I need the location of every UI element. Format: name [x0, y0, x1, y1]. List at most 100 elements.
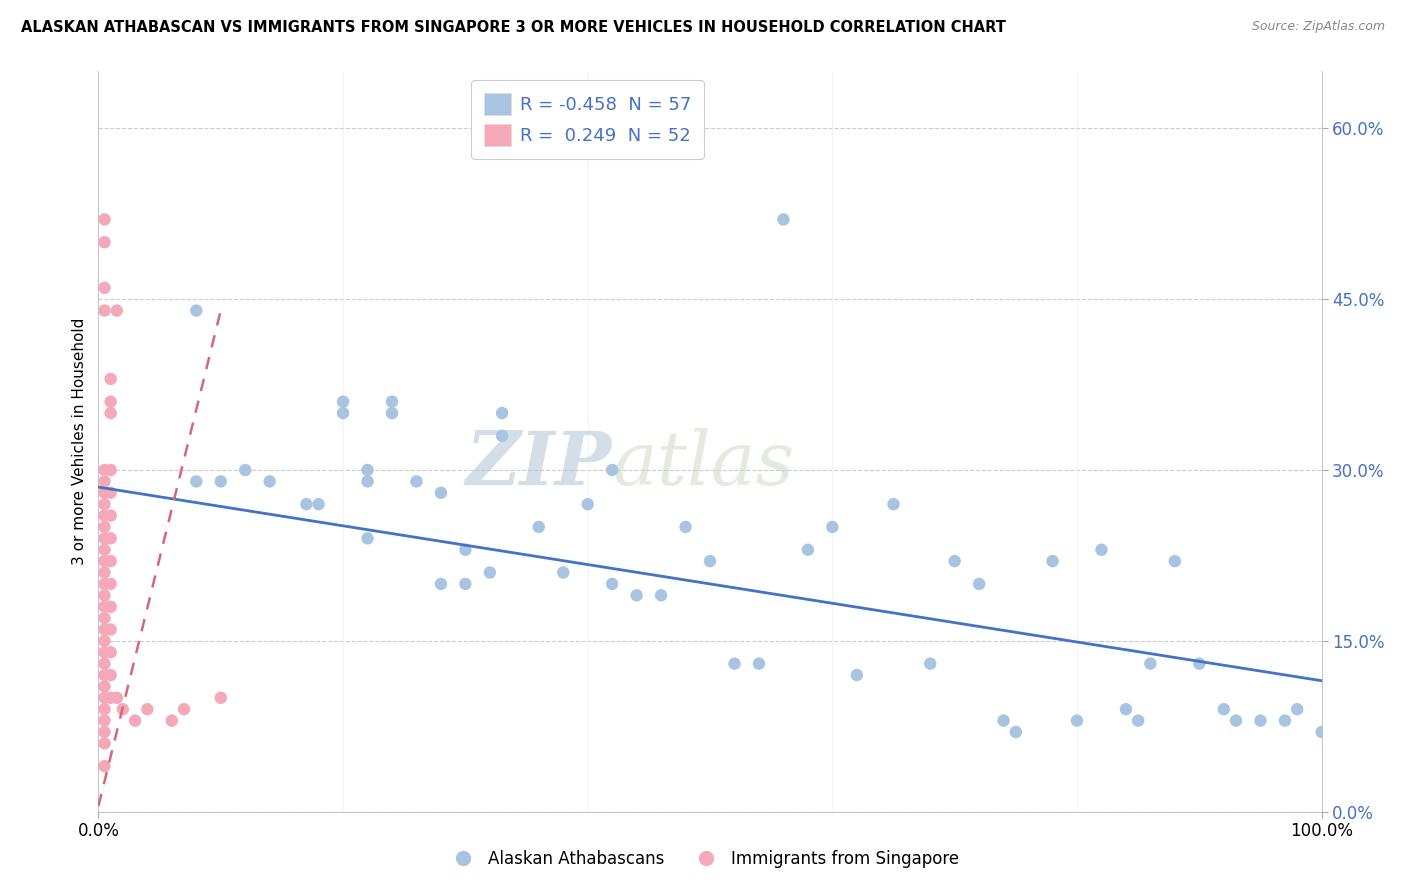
- Point: [136, 702, 159, 716]
- Point: [723, 657, 745, 671]
- Y-axis label: 3 or more Vehicles in Household: 3 or more Vehicles in Household: [72, 318, 87, 566]
- Point: [93, 475, 115, 489]
- Legend: R = -0.458  N = 57, R =  0.249  N = 52: R = -0.458 N = 57, R = 0.249 N = 52: [471, 80, 704, 159]
- Point: [93, 702, 115, 716]
- Point: [883, 497, 905, 511]
- Point: [600, 577, 623, 591]
- Point: [93, 463, 115, 477]
- Point: [332, 406, 354, 420]
- Point: [1310, 725, 1333, 739]
- Point: [93, 633, 115, 648]
- Legend: Alaskan Athabascans, Immigrants from Singapore: Alaskan Athabascans, Immigrants from Sin…: [440, 844, 966, 875]
- Point: [93, 736, 115, 750]
- Point: [1212, 702, 1234, 716]
- Point: [772, 212, 794, 227]
- Point: [186, 303, 208, 318]
- Point: [332, 394, 354, 409]
- Point: [100, 623, 122, 637]
- Text: ALASKAN ATHABASCAN VS IMMIGRANTS FROM SINGAPORE 3 OR MORE VEHICLES IN HOUSEHOLD : ALASKAN ATHABASCAN VS IMMIGRANTS FROM SI…: [21, 20, 1005, 35]
- Point: [650, 588, 672, 602]
- Point: [100, 690, 122, 705]
- Point: [259, 475, 281, 489]
- Point: [1286, 702, 1309, 716]
- Point: [100, 668, 122, 682]
- Point: [821, 520, 844, 534]
- Point: [93, 566, 115, 580]
- Point: [93, 577, 115, 591]
- Point: [993, 714, 1015, 728]
- Point: [93, 303, 115, 318]
- Point: [111, 702, 134, 716]
- Point: [576, 497, 599, 511]
- Point: [100, 394, 122, 409]
- Point: [1128, 714, 1150, 728]
- Point: [748, 657, 770, 671]
- Point: [93, 657, 115, 671]
- Point: [430, 577, 453, 591]
- Point: [699, 554, 721, 568]
- Point: [430, 485, 453, 500]
- Point: [93, 588, 115, 602]
- Point: [1139, 657, 1161, 671]
- Point: [209, 475, 232, 489]
- Point: [93, 508, 115, 523]
- Text: ZIP: ZIP: [465, 427, 612, 500]
- Point: [186, 475, 208, 489]
- Point: [1090, 542, 1112, 557]
- Point: [1249, 714, 1271, 728]
- Point: [93, 497, 115, 511]
- Point: [100, 372, 122, 386]
- Point: [845, 668, 868, 682]
- Point: [1274, 714, 1296, 728]
- Text: atlas: atlas: [612, 427, 794, 500]
- Point: [93, 725, 115, 739]
- Point: [100, 645, 122, 659]
- Point: [295, 497, 318, 511]
- Point: [93, 520, 115, 534]
- Text: Source: ZipAtlas.com: Source: ZipAtlas.com: [1251, 20, 1385, 33]
- Point: [356, 463, 378, 477]
- Point: [626, 588, 648, 602]
- Point: [160, 714, 183, 728]
- Point: [1225, 714, 1247, 728]
- Point: [105, 303, 128, 318]
- Point: [600, 463, 623, 477]
- Point: [124, 714, 146, 728]
- Point: [233, 463, 256, 477]
- Point: [1066, 714, 1088, 728]
- Point: [405, 475, 427, 489]
- Point: [491, 429, 513, 443]
- Point: [100, 406, 122, 420]
- Point: [491, 406, 513, 420]
- Point: [93, 554, 115, 568]
- Point: [93, 680, 115, 694]
- Point: [1004, 725, 1026, 739]
- Point: [967, 577, 990, 591]
- Point: [1188, 657, 1211, 671]
- Point: [1115, 702, 1137, 716]
- Point: [93, 599, 115, 614]
- Point: [478, 566, 501, 580]
- Point: [356, 532, 378, 546]
- Point: [93, 668, 115, 682]
- Point: [943, 554, 966, 568]
- Point: [93, 759, 115, 773]
- Point: [553, 566, 575, 580]
- Point: [100, 577, 122, 591]
- Point: [356, 475, 378, 489]
- Point: [93, 212, 115, 227]
- Point: [93, 532, 115, 546]
- Point: [797, 542, 820, 557]
- Point: [100, 463, 122, 477]
- Point: [675, 520, 697, 534]
- Point: [105, 690, 128, 705]
- Point: [93, 623, 115, 637]
- Point: [454, 542, 477, 557]
- Point: [93, 714, 115, 728]
- Point: [93, 281, 115, 295]
- Point: [381, 394, 404, 409]
- Point: [308, 497, 330, 511]
- Point: [454, 577, 477, 591]
- Point: [381, 406, 404, 420]
- Point: [100, 554, 122, 568]
